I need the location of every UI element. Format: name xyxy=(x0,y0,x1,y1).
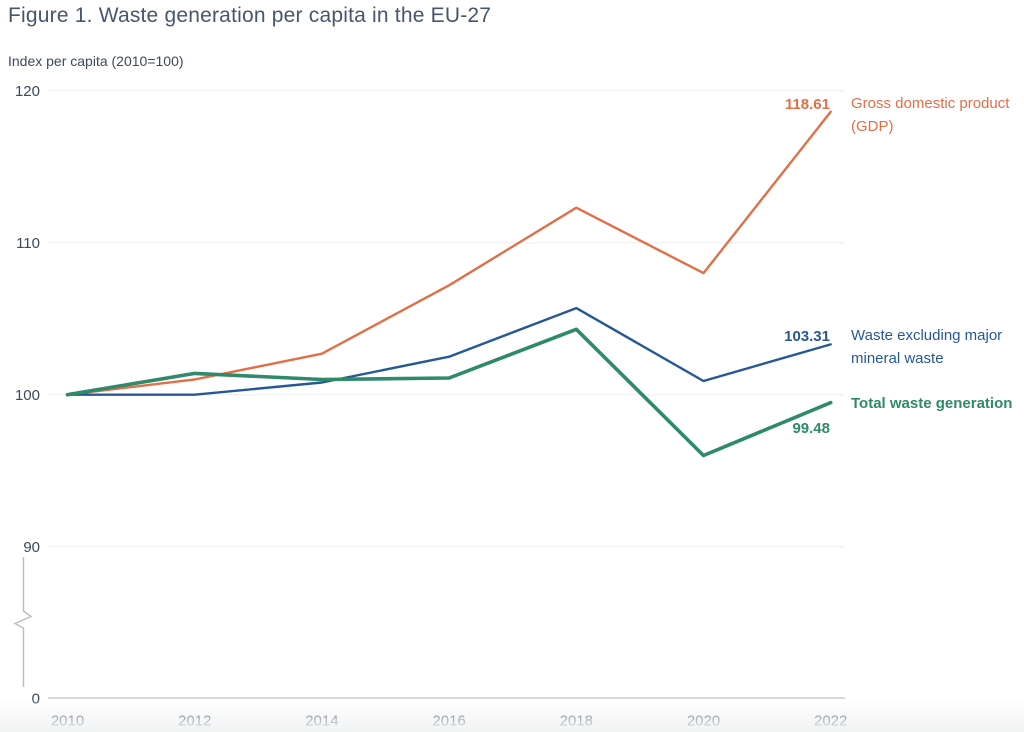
x-tick-label-2014: 2014 xyxy=(305,713,338,730)
y-tick-label-90: 90 xyxy=(23,539,40,556)
gdp-end-value-label: 118.61 xyxy=(784,96,830,113)
total-waste-series-label: Total waste generation xyxy=(851,395,1013,412)
series-line-2 xyxy=(65,327,833,458)
x-tick-label-2012: 2012 xyxy=(178,713,211,730)
x-tick-label-2018: 2018 xyxy=(560,713,593,730)
x-tick-label-2016: 2016 xyxy=(432,713,465,730)
y-tick-label-110: 110 xyxy=(16,235,40,252)
x-tick-label-2020: 2020 xyxy=(687,713,720,730)
x-tick-label-2022: 2022 xyxy=(814,713,847,730)
waste-excl-mineral-series-label: Waste excluding major mineral waste xyxy=(851,327,1003,367)
series-line-0 xyxy=(66,110,832,396)
waste-excl-mineral-end-value-label: 103.31 xyxy=(784,328,830,345)
gdp-series-label: Gross domestic product (GDP) xyxy=(851,95,1010,135)
y-tick-label-100: 100 xyxy=(15,387,40,404)
total-waste-end-value-label: 99.48 xyxy=(792,420,830,437)
y-tick-label-120: 120 xyxy=(15,83,40,100)
x-tick-label-2010: 2010 xyxy=(51,713,84,730)
y-tick-label-0: 0 xyxy=(32,691,40,708)
figure-title: Figure 1. Waste generation per capita in… xyxy=(8,4,492,27)
series-line-1 xyxy=(66,306,832,396)
y-axis-break-icon xyxy=(13,557,33,687)
y-axis-title: Index per capita (2010=100) xyxy=(8,53,184,69)
